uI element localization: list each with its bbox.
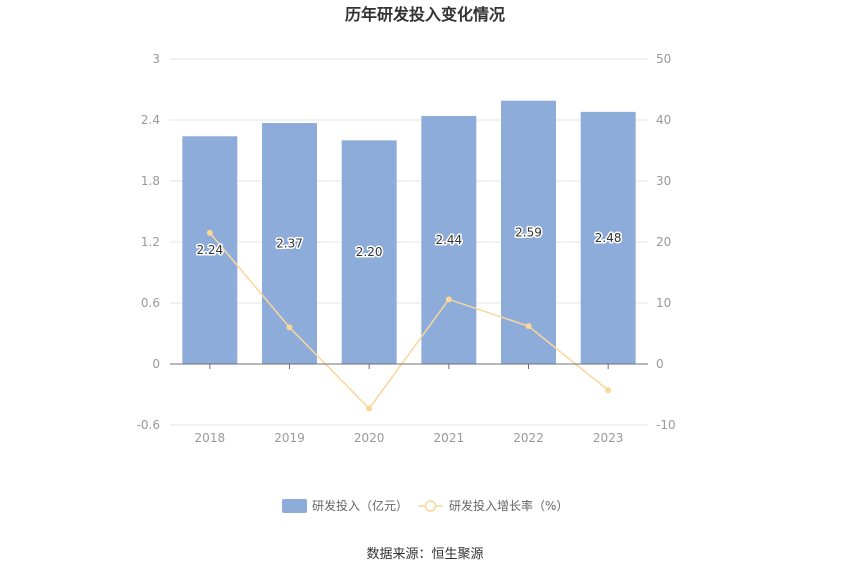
left-axis-tick: 2.4 xyxy=(141,113,160,127)
bar-data-label: 2.24 xyxy=(196,243,223,257)
bar[interactable] xyxy=(341,140,397,364)
right-axis-tick: 20 xyxy=(656,235,671,249)
x-axis-tick: 2021 xyxy=(434,431,465,445)
right-axis-tick: -10 xyxy=(656,418,676,432)
left-axis-tick: 1.2 xyxy=(141,235,160,249)
x-axis-tick: 2022 xyxy=(513,431,544,445)
line-series xyxy=(206,229,612,412)
chart-title: 历年研发投入变化情况 xyxy=(345,5,505,24)
bar-data-label: 2.48 xyxy=(595,231,622,245)
bar[interactable] xyxy=(421,115,477,364)
line-point[interactable] xyxy=(366,405,373,412)
right-axis-tick: 30 xyxy=(656,174,671,188)
x-axis-tick: 2020 xyxy=(354,431,385,445)
axes: -0.6 0 0.6 1.2 1.8 2.4 3 -10 0 10 20 30 40 50 2018 2019… xyxy=(137,52,676,445)
bar[interactable] xyxy=(182,136,238,364)
right-axis-tick: 40 xyxy=(656,113,671,127)
bar-series xyxy=(182,100,636,364)
right-axis-tick: 0 xyxy=(656,357,664,371)
right-axis-tick: 50 xyxy=(656,52,671,66)
legend[interactable]: 研发投入（亿元） 研发投入增长率（%） xyxy=(282,498,568,513)
left-axis-tick: -0.6 xyxy=(137,418,160,432)
line-point[interactable] xyxy=(525,323,532,330)
right-axis-tick: 10 xyxy=(656,296,671,310)
legend-line-marker[interactable] xyxy=(424,500,437,512)
x-axis-tick: 2019 xyxy=(274,431,305,445)
legend-bar-label[interactable]: 研发投入（亿元） xyxy=(312,498,408,513)
bar-data-label: 2.44 xyxy=(435,233,462,247)
legend-line-label[interactable]: 研发投入增长率（%） xyxy=(449,498,568,513)
grid xyxy=(170,58,648,426)
growth-rate-line xyxy=(209,232,609,410)
bar-data-label: 2.37 xyxy=(276,237,303,251)
left-axis-tick: 1.8 xyxy=(141,174,160,188)
bar-data-label: 2.59 xyxy=(515,225,542,239)
line-point[interactable] xyxy=(605,387,612,394)
data-labels: 2.24 2.37 2.20 2.44 2.59 2.48 xyxy=(195,224,623,261)
x-axis-tick: 2023 xyxy=(593,431,624,445)
bar[interactable] xyxy=(580,111,636,364)
left-axis-tick: 0.6 xyxy=(141,296,160,310)
x-axis-tick: 2018 xyxy=(195,431,226,445)
line-point[interactable] xyxy=(445,296,452,303)
legend-bar-swatch[interactable] xyxy=(282,499,307,513)
left-axis-tick: 0 xyxy=(152,357,160,371)
left-axis-tick: 3 xyxy=(152,52,160,66)
line-point[interactable] xyxy=(286,324,293,331)
bar-data-label: 2.20 xyxy=(356,245,383,259)
data-source: 数据来源：恒生聚源 xyxy=(366,547,483,562)
bar[interactable] xyxy=(262,123,317,364)
line-point[interactable] xyxy=(206,229,213,236)
